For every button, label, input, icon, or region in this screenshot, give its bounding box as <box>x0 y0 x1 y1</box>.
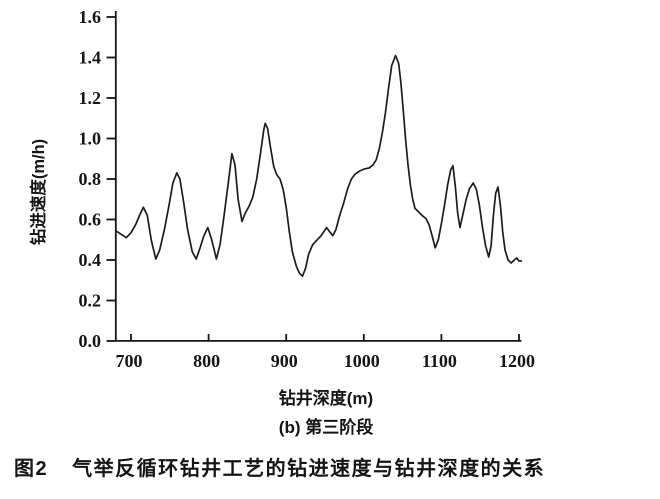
y-tick-label: 0.6 <box>79 210 102 230</box>
y-tick-label: 0.8 <box>79 169 102 189</box>
y-tick-label: 1.4 <box>79 48 102 68</box>
x-tick-label: 1100 <box>422 351 457 371</box>
drilling-speed-line <box>116 54 523 278</box>
y-tick-label: 0.0 <box>79 331 102 351</box>
figure-caption-text: 气举反循环钻井工艺的钻进速度与钻井深度的关系 <box>72 458 546 480</box>
x-tick-label: 1200 <box>499 351 535 371</box>
x-axis-title: 钻井深度(m) <box>279 388 373 408</box>
y-tick-label: 1.2 <box>79 88 102 108</box>
figure-number: 图2 <box>14 458 49 480</box>
y-axis-title: 钻进速度(m/h) <box>28 139 48 245</box>
y-tick-label: 0.2 <box>79 291 102 311</box>
figure-caption: 图2 气举反循环钻井工艺的钻进速度与钻井深度的关系 <box>14 452 545 481</box>
subplot-caption: (b) 第三阶段 <box>279 417 373 437</box>
x-tick-label: 900 <box>271 351 298 371</box>
x-axis-ticks: 700 800 900 1000 1100 1200 <box>116 334 535 371</box>
line-chart: 0.0 0.2 0.4 0.6 0.8 1.0 1.2 1.4 1.6 700 800 900 100… <box>28 7 535 437</box>
y-tick-label: 1.6 <box>79 7 102 27</box>
y-axis-ticks: 0.0 0.2 0.4 0.6 0.8 1.0 1.2 1.4 1.6 <box>79 7 116 351</box>
axis-frame <box>114 11 522 342</box>
x-tick-label: 800 <box>193 351 220 371</box>
x-tick-label: 1000 <box>344 351 380 371</box>
x-tick-label: 700 <box>116 351 143 371</box>
y-tick-label: 1.0 <box>79 129 102 149</box>
y-tick-label: 0.4 <box>79 250 102 270</box>
